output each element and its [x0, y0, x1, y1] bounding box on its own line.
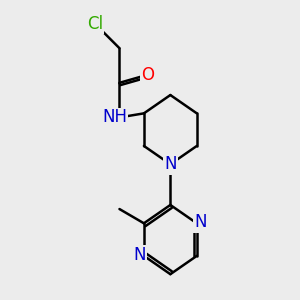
Text: NH: NH [102, 108, 127, 126]
Text: N: N [195, 214, 207, 232]
Text: O: O [142, 66, 154, 84]
Text: N: N [134, 246, 146, 264]
Text: Cl: Cl [87, 15, 103, 33]
Text: N: N [164, 155, 177, 173]
